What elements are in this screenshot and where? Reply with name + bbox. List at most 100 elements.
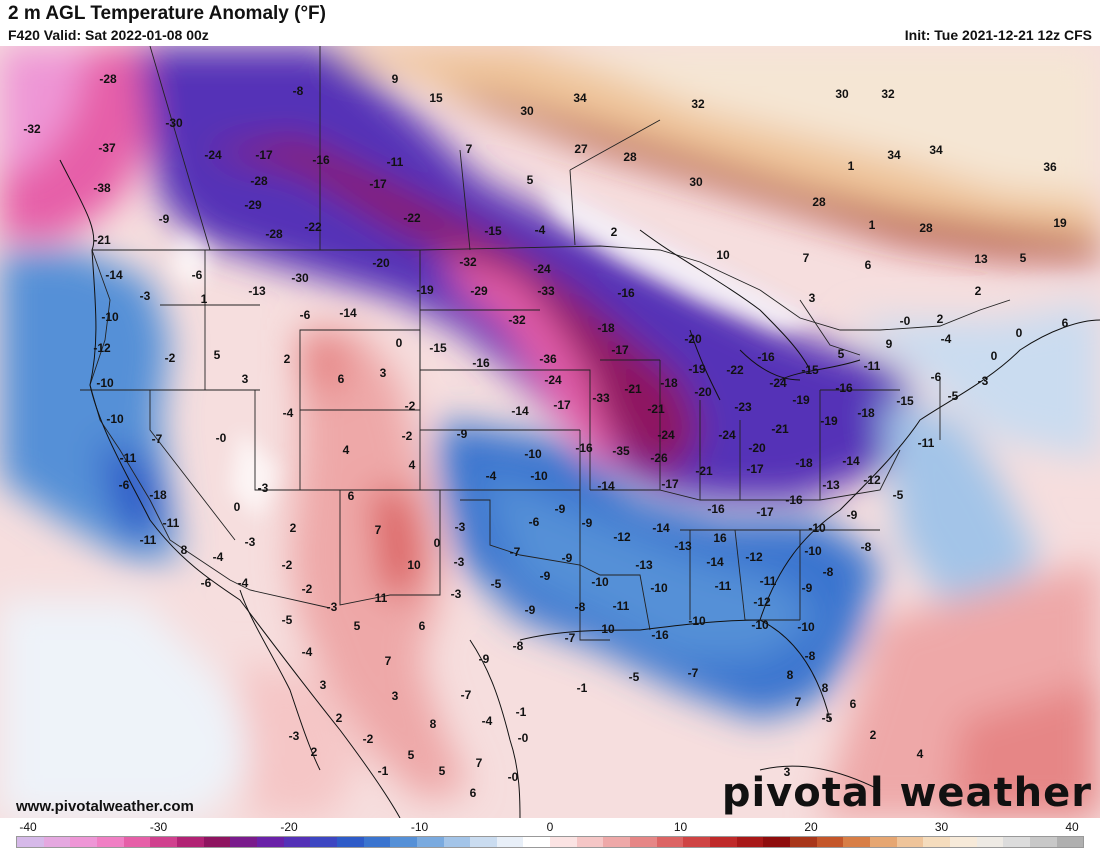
anomaly-value-label: 2 — [975, 284, 982, 298]
anomaly-value-label: -13 — [635, 558, 653, 572]
anomaly-value-label: -2 — [363, 732, 374, 746]
anomaly-value-label: -3 — [258, 481, 269, 495]
anomaly-map: -28 -8 9 15 30 34 32 30 32 -32 -30 -37 -24 -17 -16 -11 7… — [0, 46, 1100, 818]
legend-swatch — [843, 837, 870, 847]
anomaly-value-label: -9 — [479, 652, 490, 666]
anomaly-value-label: -11 — [760, 574, 777, 588]
anomaly-value-label: -11 — [864, 359, 881, 373]
anomaly-value-label: -10 — [688, 614, 706, 628]
anomaly-value-label: -12 — [613, 530, 631, 544]
anomaly-value-label: -8 — [513, 639, 524, 653]
anomaly-value-label: -9 — [457, 427, 468, 441]
legend-tick-label: -10 — [410, 820, 429, 834]
anomaly-value-label: -20 — [694, 385, 712, 399]
anomaly-value-label: 3 — [392, 689, 399, 703]
legend-tick-label: -20 — [280, 820, 298, 834]
anomaly-value-label: -16 — [651, 628, 669, 642]
anomaly-value-label: -2 — [405, 399, 416, 413]
anomaly-value-label: -10 — [751, 618, 769, 632]
anomaly-value-label: -4 — [213, 550, 224, 564]
color-legend: -40 -30 -20 -10 0 10 20 30 40 — [0, 818, 1100, 850]
anomaly-value-label: -15 — [429, 341, 447, 355]
anomaly-value-label: -14 — [706, 555, 724, 569]
anomaly-value-label: -23 — [734, 400, 752, 414]
anomaly-value-label: 6 — [1062, 316, 1069, 330]
anomaly-value-label: 3 — [320, 678, 327, 692]
anomaly-value-label: 0 — [234, 500, 241, 514]
anomaly-value-label: -21 — [624, 382, 642, 396]
anomaly-value-label: -15 — [896, 394, 914, 408]
valid-time: F420 Valid: Sat 2022-01-08 00z — [8, 27, 209, 43]
legend-swatch — [496, 837, 524, 847]
anomaly-value-label: 9 — [886, 337, 893, 351]
anomaly-value-label: -17 — [255, 148, 273, 162]
legend-tick-label: 20 — [804, 820, 818, 834]
anomaly-value-label: -3 — [455, 520, 466, 534]
legend-swatch — [683, 837, 711, 847]
anomaly-value-label: 2 — [290, 521, 297, 535]
anomaly-value-label: -13 — [674, 539, 692, 553]
website-url: www.pivotalweather.com — [16, 798, 194, 815]
anomaly-value-label: 28 — [812, 195, 826, 209]
legend-tick-label: 30 — [934, 820, 949, 834]
legend-tick-label: -40 — [19, 820, 37, 834]
anomaly-value-label: -37 — [98, 141, 116, 155]
anomaly-value-label: -29 — [470, 284, 488, 298]
anomaly-value-label: 3 — [242, 372, 249, 386]
anomaly-value-label: -13 — [248, 284, 266, 298]
anomaly-value-label: -22 — [403, 211, 421, 225]
anomaly-value-label: 9 — [392, 72, 399, 86]
anomaly-value-label: -3 — [451, 587, 462, 601]
legend-swatch — [630, 837, 657, 847]
anomaly-value-label: -8 — [293, 84, 304, 98]
anomaly-value-label: -12 — [93, 341, 111, 355]
anomaly-value-label: 30 — [520, 104, 534, 118]
anomaly-value-label: 6 — [419, 619, 426, 633]
anomaly-value-label: 4 — [409, 458, 416, 472]
anomaly-value-label: -11 — [715, 579, 732, 593]
anomaly-value-label: 5 — [1020, 251, 1027, 265]
anomaly-value-label: 6 — [865, 258, 872, 272]
anomaly-value-label: -18 — [795, 456, 813, 470]
anomaly-value-label: -11 — [613, 599, 630, 613]
anomaly-value-label: 7 — [466, 142, 473, 156]
anomaly-value-label: -3 — [140, 289, 151, 303]
anomaly-value-label: -4 — [482, 714, 493, 728]
anomaly-value-label: -17 — [756, 505, 774, 519]
anomaly-value-label: -14 — [339, 306, 357, 320]
anomaly-value-label: -24 — [718, 428, 736, 442]
anomaly-value-label: -30 — [165, 116, 183, 130]
anomaly-value-label: -12 — [745, 550, 763, 564]
anomaly-value-label: 1 — [201, 292, 208, 306]
anomaly-value-label: -9 — [802, 581, 813, 595]
anomaly-value-label: -4 — [238, 576, 249, 590]
anomaly-value-label: -2 — [282, 558, 293, 572]
anomaly-value-label: -30 — [291, 271, 309, 285]
anomaly-value-label: 10 — [716, 248, 730, 262]
anomaly-value-label: -24 — [533, 262, 551, 276]
anomaly-value-label: 30 — [689, 175, 703, 189]
anomaly-value-label: 16 — [713, 531, 727, 545]
legend-tick-label: -30 — [149, 820, 168, 834]
anomaly-value-label: 8 — [430, 717, 437, 731]
anomaly-value-label: 3 — [380, 366, 387, 380]
coastlines — [59, 159, 1100, 818]
anomaly-value-label: -33 — [537, 284, 555, 298]
anomaly-value-label: -4 — [283, 406, 294, 420]
anomaly-value-label: -1 — [577, 681, 588, 695]
anomaly-value-label: 0 — [396, 336, 403, 350]
anomaly-value-label: 2 — [336, 711, 343, 725]
anomaly-value-label: 1 — [848, 159, 855, 173]
anomaly-value-label: -29 — [244, 198, 262, 212]
anomaly-value-label: -9 — [159, 212, 170, 226]
legend-swatch — [1029, 837, 1057, 847]
legend-swatch — [1003, 837, 1030, 847]
legend-tick-label: 40 — [1065, 820, 1079, 834]
anomaly-value-label: -3 — [327, 600, 338, 614]
anomaly-value-label: -0 — [900, 314, 911, 328]
anomaly-value-label: -11 — [387, 155, 404, 169]
legend-swatch — [949, 837, 977, 847]
anomaly-value-label: -4 — [535, 223, 546, 237]
anomaly-value-label: -10 — [650, 581, 668, 595]
legend-swatch — [310, 837, 337, 847]
